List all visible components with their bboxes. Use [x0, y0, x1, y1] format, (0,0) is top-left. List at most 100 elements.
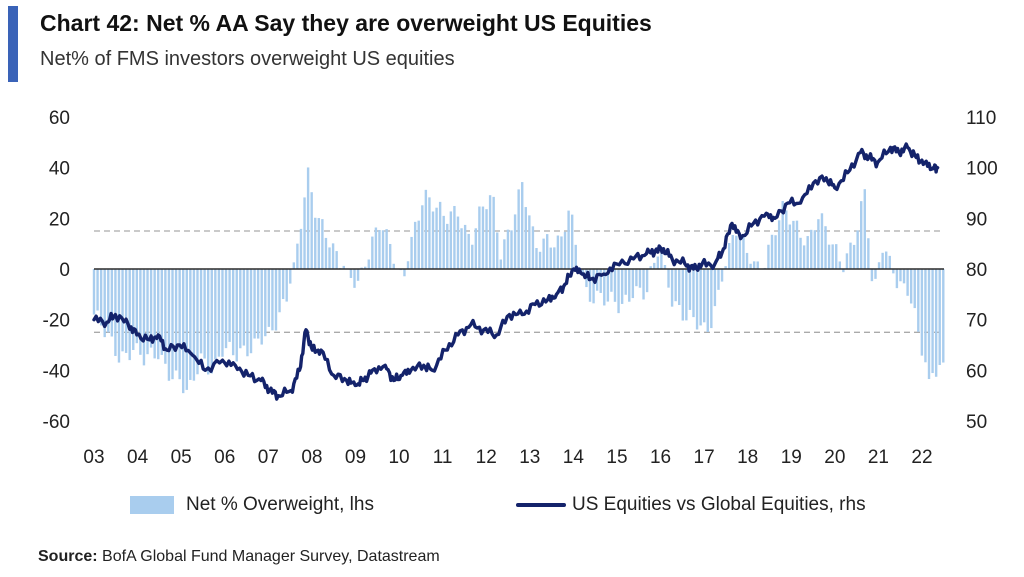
- bar: [570, 214, 574, 269]
- bar: [628, 269, 631, 302]
- bar: [642, 269, 645, 300]
- bar: [899, 269, 902, 282]
- bar: [892, 269, 895, 274]
- left-axis-tick-label: 60: [49, 108, 70, 129]
- x-axis-tick-label: 05: [171, 447, 192, 468]
- bar: [146, 269, 149, 355]
- legend-label-bars: Net % Overweight, lhs: [186, 494, 374, 515]
- bar: [745, 252, 749, 269]
- legend-item-line: US Equities vs Global Equities, rhs: [516, 494, 866, 516]
- bar: [667, 269, 670, 288]
- bar: [281, 269, 285, 300]
- title-accent-bar: [8, 6, 18, 82]
- x-axis-tick-label: 09: [345, 447, 366, 468]
- left-axis-tick-label: 40: [49, 159, 70, 180]
- bar: [392, 263, 395, 269]
- bar: [453, 205, 456, 269]
- bar: [606, 269, 610, 302]
- bar: [435, 207, 438, 269]
- bar: [638, 269, 642, 288]
- bar: [906, 269, 909, 296]
- bar: [192, 269, 196, 381]
- x-axis-tick-label: 10: [388, 447, 409, 468]
- bar: [870, 269, 874, 282]
- bar: [92, 269, 96, 315]
- bar: [777, 220, 781, 269]
- bar: [428, 197, 431, 269]
- bar: [142, 269, 146, 366]
- chart-title: Chart 42: Net % AA Say they are overweig…: [40, 10, 652, 36]
- bar: [849, 242, 852, 269]
- x-axis-tick-label: 15: [606, 447, 627, 468]
- bar: [124, 269, 128, 353]
- bar: [135, 269, 139, 344]
- left-axis-ticks: 60 40 20 0 -20 -40 -60: [43, 108, 70, 433]
- bar: [167, 269, 171, 381]
- bar: [421, 205, 424, 269]
- bar: [324, 237, 328, 269]
- bar: [806, 236, 809, 269]
- bar: [717, 269, 720, 290]
- bar: [920, 269, 924, 356]
- bar: [467, 233, 470, 269]
- bar: [264, 269, 267, 337]
- left-axis-tick-label: -20: [43, 311, 70, 332]
- bar: [256, 269, 260, 339]
- bar: [895, 269, 899, 289]
- bar: [770, 234, 774, 269]
- bar: [845, 253, 849, 269]
- bar: [364, 266, 367, 269]
- bar: [221, 269, 224, 357]
- bar: [449, 211, 453, 269]
- bar: [556, 235, 560, 269]
- bar: [499, 259, 503, 269]
- bar: [356, 269, 360, 281]
- bar: [199, 269, 203, 354]
- bar: [931, 269, 934, 374]
- bar: [549, 247, 552, 269]
- bar: [378, 229, 381, 269]
- bar: [224, 269, 228, 349]
- bar: [913, 269, 916, 309]
- bar: [653, 262, 656, 269]
- bar: [196, 269, 199, 375]
- bar: [706, 269, 709, 332]
- bar: [528, 215, 531, 269]
- bar: [785, 210, 788, 269]
- bar: [228, 269, 231, 342]
- bar: [478, 206, 481, 269]
- bar: [660, 252, 663, 269]
- bar: [663, 265, 667, 269]
- bar: [852, 244, 856, 269]
- bar: [510, 230, 513, 269]
- bar: [189, 269, 192, 380]
- bar: [724, 266, 727, 269]
- bar: [542, 238, 545, 269]
- bar-series-net-overweight: [92, 167, 945, 394]
- bar: [317, 218, 321, 269]
- x-axis-tick-label: 06: [214, 447, 235, 468]
- bar: [670, 269, 674, 307]
- bar: [599, 269, 602, 293]
- bar: [603, 269, 606, 306]
- bar: [388, 243, 392, 269]
- bar: [506, 229, 510, 269]
- bar: [521, 182, 524, 269]
- bar: [353, 269, 356, 288]
- bar: [645, 269, 649, 293]
- bar: [171, 269, 174, 380]
- bar: [656, 256, 660, 269]
- bar: [157, 269, 160, 360]
- bar: [710, 269, 713, 329]
- x-axis-tick-label: 11: [433, 447, 453, 468]
- x-axis-tick-label: 07: [258, 447, 279, 468]
- legend-item-bars: Net % Overweight, lhs: [130, 494, 374, 516]
- bar: [485, 209, 488, 269]
- bar: [756, 261, 759, 269]
- bar: [884, 251, 888, 269]
- x-axis-tick-label: 18: [737, 447, 758, 468]
- bar: [842, 269, 845, 273]
- bar: [99, 269, 103, 326]
- x-axis-tick-label: 21: [868, 447, 889, 468]
- bar: [863, 189, 866, 269]
